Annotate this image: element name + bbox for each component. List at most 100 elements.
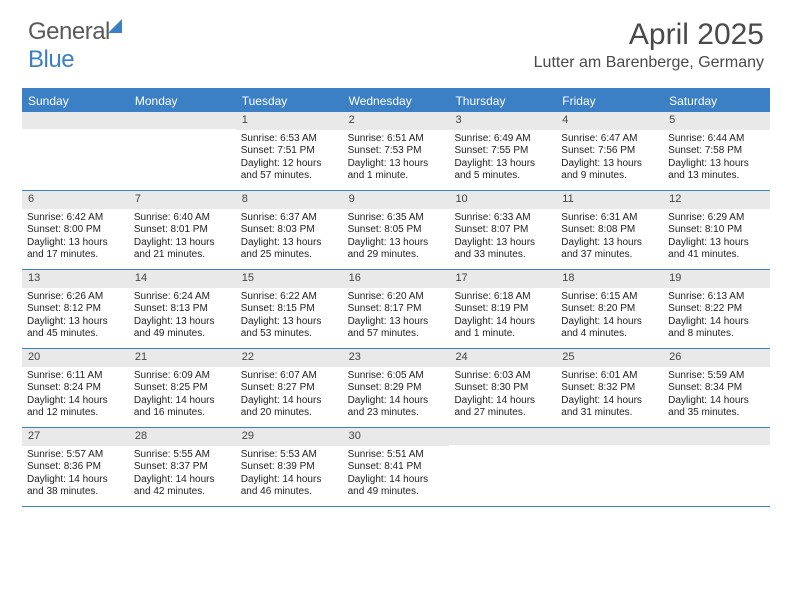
day-number: 14: [129, 270, 236, 288]
daylight-text: Daylight: 13 hours and 33 minutes.: [454, 237, 551, 262]
week-row: 13Sunrise: 6:26 AMSunset: 8:12 PMDayligh…: [22, 270, 770, 349]
day-cell: 10Sunrise: 6:33 AMSunset: 8:07 PMDayligh…: [449, 191, 556, 269]
day-body: Sunrise: 6:15 AMSunset: 8:20 PMDaylight:…: [556, 288, 663, 345]
sunset-text: Sunset: 7:58 PM: [668, 145, 765, 158]
sunrise-text: Sunrise: 6:42 AM: [27, 212, 124, 225]
day-body: Sunrise: 5:51 AMSunset: 8:41 PMDaylight:…: [343, 446, 450, 503]
daylight-text: Daylight: 14 hours and 38 minutes.: [27, 474, 124, 499]
day-number: 30: [343, 428, 450, 446]
sunset-text: Sunset: 8:01 PM: [134, 224, 231, 237]
day-cell: [129, 112, 236, 190]
day-cell: 13Sunrise: 6:26 AMSunset: 8:12 PMDayligh…: [22, 270, 129, 348]
day-cell: [556, 428, 663, 506]
daylight-text: Daylight: 13 hours and 53 minutes.: [241, 316, 338, 341]
sunrise-text: Sunrise: 6:33 AM: [454, 212, 551, 225]
day-number: 1: [236, 112, 343, 130]
week-row: 27Sunrise: 5:57 AMSunset: 8:36 PMDayligh…: [22, 428, 770, 507]
day-body: Sunrise: 6:29 AMSunset: 8:10 PMDaylight:…: [663, 209, 770, 266]
daylight-text: Daylight: 13 hours and 13 minutes.: [668, 158, 765, 183]
day-cell: 18Sunrise: 6:15 AMSunset: 8:20 PMDayligh…: [556, 270, 663, 348]
sunrise-text: Sunrise: 6:47 AM: [561, 133, 658, 146]
day-cell: 2Sunrise: 6:51 AMSunset: 7:53 PMDaylight…: [343, 112, 450, 190]
header: General Blue April 2025 Lutter am Barenb…: [0, 0, 792, 80]
day-cell: 27Sunrise: 5:57 AMSunset: 8:36 PMDayligh…: [22, 428, 129, 506]
sunrise-text: Sunrise: 6:26 AM: [27, 291, 124, 304]
sunset-text: Sunset: 8:37 PM: [134, 461, 231, 474]
daylight-text: Daylight: 13 hours and 17 minutes.: [27, 237, 124, 262]
daylight-text: Daylight: 14 hours and 8 minutes.: [668, 316, 765, 341]
daylight-text: Daylight: 14 hours and 42 minutes.: [134, 474, 231, 499]
day-number: 24: [449, 349, 556, 367]
sunrise-text: Sunrise: 6:53 AM: [241, 133, 338, 146]
dow-wednesday: Wednesday: [343, 90, 450, 112]
sunset-text: Sunset: 7:56 PM: [561, 145, 658, 158]
sunset-text: Sunset: 8:08 PM: [561, 224, 658, 237]
day-number: 6: [22, 191, 129, 209]
day-number: 7: [129, 191, 236, 209]
sunrise-text: Sunrise: 6:24 AM: [134, 291, 231, 304]
brand-part1: General: [28, 18, 110, 45]
sunset-text: Sunset: 8:41 PM: [348, 461, 445, 474]
daylight-text: Daylight: 13 hours and 49 minutes.: [134, 316, 231, 341]
sunrise-text: Sunrise: 6:51 AM: [348, 133, 445, 146]
day-cell: 22Sunrise: 6:07 AMSunset: 8:27 PMDayligh…: [236, 349, 343, 427]
day-body: Sunrise: 6:20 AMSunset: 8:17 PMDaylight:…: [343, 288, 450, 345]
daylight-text: Daylight: 13 hours and 1 minute.: [348, 158, 445, 183]
daylight-text: Daylight: 14 hours and 1 minute.: [454, 316, 551, 341]
dow-tuesday: Tuesday: [236, 90, 343, 112]
brand-part2: Blue: [28, 46, 74, 73]
daylight-text: Daylight: 14 hours and 31 minutes.: [561, 395, 658, 420]
day-body: Sunrise: 6:33 AMSunset: 8:07 PMDaylight:…: [449, 209, 556, 266]
day-body: Sunrise: 5:55 AMSunset: 8:37 PMDaylight:…: [129, 446, 236, 503]
sunrise-text: Sunrise: 6:40 AM: [134, 212, 231, 225]
sunrise-text: Sunrise: 6:05 AM: [348, 370, 445, 383]
day-number: 22: [236, 349, 343, 367]
dow-thursday: Thursday: [449, 90, 556, 112]
sunrise-text: Sunrise: 5:57 AM: [27, 449, 124, 462]
day-body: Sunrise: 6:03 AMSunset: 8:30 PMDaylight:…: [449, 367, 556, 424]
sunset-text: Sunset: 8:05 PM: [348, 224, 445, 237]
day-number: 29: [236, 428, 343, 446]
location-text: Lutter am Barenberge, Germany: [534, 54, 764, 72]
sunset-text: Sunset: 8:17 PM: [348, 303, 445, 316]
day-body: Sunrise: 6:05 AMSunset: 8:29 PMDaylight:…: [343, 367, 450, 424]
sunset-text: Sunset: 7:53 PM: [348, 145, 445, 158]
day-of-week-header: Sunday Monday Tuesday Wednesday Thursday…: [22, 90, 770, 112]
sunrise-text: Sunrise: 6:09 AM: [134, 370, 231, 383]
day-body: Sunrise: 6:24 AMSunset: 8:13 PMDaylight:…: [129, 288, 236, 345]
sunset-text: Sunset: 8:29 PM: [348, 382, 445, 395]
sunrise-text: Sunrise: 6:15 AM: [561, 291, 658, 304]
sunrise-text: Sunrise: 6:35 AM: [348, 212, 445, 225]
sunrise-text: Sunrise: 5:53 AM: [241, 449, 338, 462]
day-body: Sunrise: 6:51 AMSunset: 7:53 PMDaylight:…: [343, 130, 450, 187]
day-body: Sunrise: 6:40 AMSunset: 8:01 PMDaylight:…: [129, 209, 236, 266]
day-body: Sunrise: 6:07 AMSunset: 8:27 PMDaylight:…: [236, 367, 343, 424]
day-number: [129, 112, 236, 129]
daylight-text: Daylight: 14 hours and 4 minutes.: [561, 316, 658, 341]
brand-logo: General Blue: [28, 18, 122, 74]
day-body: Sunrise: 6:49 AMSunset: 7:55 PMDaylight:…: [449, 130, 556, 187]
sunrise-text: Sunrise: 6:22 AM: [241, 291, 338, 304]
day-cell: 29Sunrise: 5:53 AMSunset: 8:39 PMDayligh…: [236, 428, 343, 506]
daylight-text: Daylight: 13 hours and 37 minutes.: [561, 237, 658, 262]
brand-mark-icon: [108, 19, 122, 33]
sunset-text: Sunset: 8:27 PM: [241, 382, 338, 395]
day-cell: 24Sunrise: 6:03 AMSunset: 8:30 PMDayligh…: [449, 349, 556, 427]
daylight-text: Daylight: 14 hours and 46 minutes.: [241, 474, 338, 499]
day-number: 13: [22, 270, 129, 288]
day-number: 15: [236, 270, 343, 288]
calendar: Sunday Monday Tuesday Wednesday Thursday…: [22, 88, 770, 507]
day-number: 25: [556, 349, 663, 367]
sunset-text: Sunset: 8:32 PM: [561, 382, 658, 395]
day-number: 20: [22, 349, 129, 367]
day-number: 27: [22, 428, 129, 446]
day-cell: [663, 428, 770, 506]
day-number: 17: [449, 270, 556, 288]
brand-text: General Blue: [28, 18, 122, 74]
dow-sunday: Sunday: [22, 90, 129, 112]
daylight-text: Daylight: 13 hours and 29 minutes.: [348, 237, 445, 262]
daylight-text: Daylight: 12 hours and 57 minutes.: [241, 158, 338, 183]
sunrise-text: Sunrise: 6:13 AM: [668, 291, 765, 304]
daylight-text: Daylight: 13 hours and 45 minutes.: [27, 316, 124, 341]
day-body: Sunrise: 6:47 AMSunset: 7:56 PMDaylight:…: [556, 130, 663, 187]
